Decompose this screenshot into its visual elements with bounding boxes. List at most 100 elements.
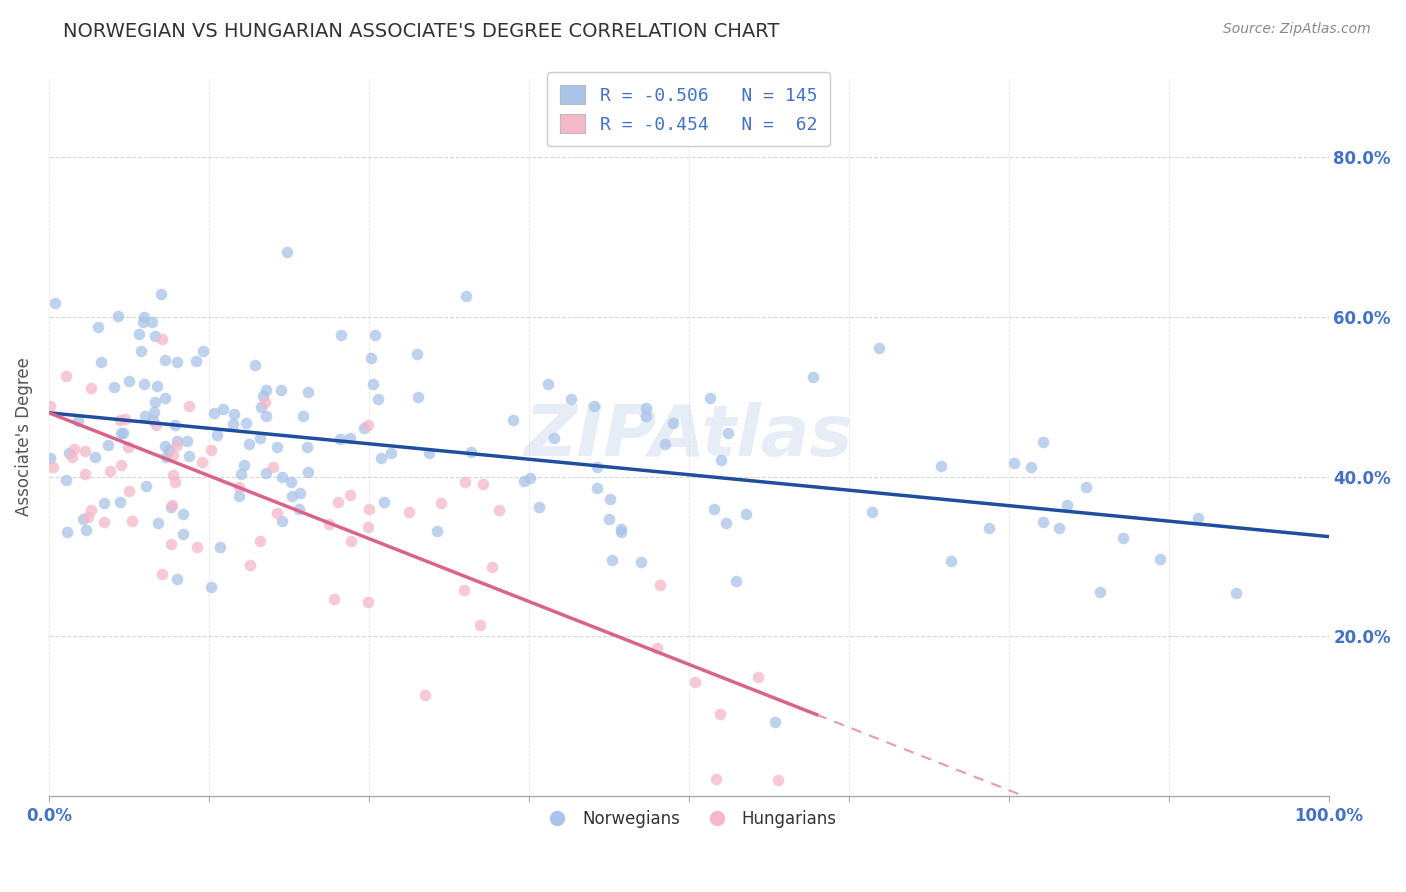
Point bbox=[142, 405, 165, 419]
Point bbox=[107, 309, 129, 323]
Point bbox=[235, 416, 257, 430]
Point bbox=[1187, 511, 1209, 525]
Point bbox=[710, 453, 733, 467]
Point bbox=[254, 384, 277, 398]
Point bbox=[166, 572, 188, 586]
Point bbox=[204, 406, 226, 420]
Point bbox=[1149, 551, 1171, 566]
Point bbox=[103, 380, 125, 394]
Point bbox=[470, 617, 492, 632]
Point bbox=[600, 553, 623, 567]
Point bbox=[513, 474, 536, 488]
Point bbox=[254, 467, 277, 481]
Point bbox=[1002, 456, 1025, 470]
Point bbox=[735, 508, 758, 522]
Point bbox=[610, 525, 633, 540]
Point bbox=[270, 514, 292, 528]
Point bbox=[1088, 584, 1111, 599]
Point bbox=[270, 383, 292, 397]
Point bbox=[155, 450, 177, 465]
Point bbox=[266, 440, 288, 454]
Point bbox=[55, 369, 77, 384]
Point bbox=[472, 476, 495, 491]
Point bbox=[454, 475, 477, 489]
Point bbox=[430, 496, 453, 510]
Point bbox=[93, 515, 115, 529]
Point bbox=[110, 425, 132, 440]
Point bbox=[163, 417, 186, 432]
Point bbox=[86, 320, 108, 334]
Point bbox=[135, 479, 157, 493]
Text: ZIPAtlas: ZIPAtlas bbox=[524, 402, 853, 471]
Point bbox=[186, 540, 208, 554]
Point bbox=[645, 641, 668, 656]
Point bbox=[191, 343, 214, 358]
Point bbox=[266, 506, 288, 520]
Point bbox=[323, 592, 346, 607]
Point bbox=[1076, 480, 1098, 494]
Point bbox=[276, 244, 298, 259]
Point bbox=[90, 355, 112, 369]
Point bbox=[131, 315, 153, 329]
Point bbox=[162, 448, 184, 462]
Point bbox=[481, 559, 503, 574]
Point bbox=[717, 425, 740, 440]
Point bbox=[177, 399, 200, 413]
Point bbox=[166, 434, 188, 448]
Point bbox=[93, 496, 115, 510]
Point bbox=[585, 481, 607, 495]
Point bbox=[249, 400, 271, 414]
Point bbox=[157, 443, 180, 458]
Point bbox=[143, 395, 166, 409]
Point bbox=[254, 394, 277, 409]
Point bbox=[209, 540, 232, 554]
Point bbox=[977, 521, 1000, 535]
Point bbox=[353, 421, 375, 435]
Point bbox=[75, 444, 97, 458]
Point bbox=[160, 498, 183, 512]
Point bbox=[281, 489, 304, 503]
Point bbox=[252, 389, 274, 403]
Point bbox=[763, 715, 786, 730]
Point bbox=[398, 505, 420, 519]
Point bbox=[205, 428, 228, 442]
Point bbox=[118, 375, 141, 389]
Point bbox=[297, 465, 319, 479]
Point bbox=[200, 442, 222, 457]
Point bbox=[704, 772, 727, 787]
Point bbox=[121, 514, 143, 528]
Point bbox=[339, 488, 361, 502]
Point bbox=[560, 392, 582, 406]
Point bbox=[488, 503, 510, 517]
Point bbox=[340, 533, 363, 548]
Point bbox=[460, 445, 482, 459]
Point bbox=[941, 554, 963, 568]
Point bbox=[153, 352, 176, 367]
Point bbox=[62, 442, 84, 457]
Point bbox=[1056, 498, 1078, 512]
Point bbox=[291, 409, 314, 424]
Point bbox=[630, 555, 652, 569]
Point bbox=[860, 505, 883, 519]
Point bbox=[75, 523, 97, 537]
Point bbox=[141, 413, 163, 427]
Point bbox=[370, 450, 392, 465]
Point bbox=[55, 473, 77, 487]
Point bbox=[326, 495, 349, 509]
Point bbox=[39, 451, 62, 466]
Point bbox=[143, 328, 166, 343]
Point bbox=[222, 417, 245, 431]
Point bbox=[77, 510, 100, 524]
Point bbox=[72, 511, 94, 525]
Point bbox=[364, 328, 387, 343]
Point bbox=[42, 460, 65, 475]
Point bbox=[1032, 515, 1054, 529]
Point bbox=[768, 773, 790, 788]
Point bbox=[502, 413, 524, 427]
Point bbox=[1032, 435, 1054, 450]
Point bbox=[97, 438, 120, 452]
Point bbox=[228, 489, 250, 503]
Point bbox=[179, 449, 201, 463]
Text: Source: ZipAtlas.com: Source: ZipAtlas.com bbox=[1223, 22, 1371, 37]
Point bbox=[166, 355, 188, 369]
